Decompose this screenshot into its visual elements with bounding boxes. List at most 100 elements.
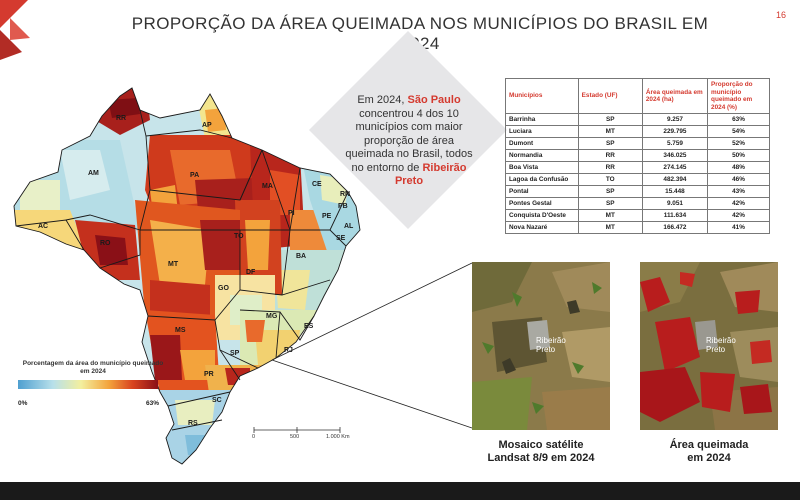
state-label: RN [340,191,350,198]
state-label: GO [218,285,229,292]
state-cell: SP [577,185,643,198]
table-row: Boa Vista RR 274.145 48% [505,161,770,174]
state-cell: MT [577,221,643,234]
state-label: DF [246,269,256,276]
scale-label-1000: 1.000 Km [326,434,350,440]
legend-max-label: 63% [146,400,160,407]
state-cell: MT [577,125,643,138]
burned-area-cell: 9.257 [641,113,709,126]
municipality-cell: Lagoa da Confusão [505,173,579,186]
municipality-cell: Normandia [505,149,579,162]
state-label: MA [262,183,273,190]
state-label: SE [336,235,346,242]
state-label: ES [304,323,314,330]
table-row: Pontal SP 15.448 43% [505,185,770,198]
table-row: Pontes Gestal SP 9.051 42% [505,197,770,210]
burned-area-cell: 111.634 [641,209,709,222]
municipalities-table: Municípios Estado (UF) Área queimada em … [505,78,770,234]
page-number: 16 [775,10,786,20]
burned-area-image: Ribeirão Preto [640,262,778,430]
callout-highlight-city: Ribeirão Preto [394,161,467,188]
state-cell: SP [577,113,643,126]
table-row: Normandia RR 346.025 50% [505,149,770,162]
proportion-cell: 42% [707,197,770,210]
table-row: Nova Nazaré MT 166.472 41% [505,221,770,234]
state-label: RR [116,115,126,122]
state-label: CE [312,181,322,188]
legend-min-label: 0% [18,400,28,407]
caption-burned-area: Área queimada em 2024 [669,439,749,464]
burned-area-cell: 229.795 [641,125,709,138]
satellite-mosaic-image: Ribeirão Preto [472,262,610,430]
proportion-cell: 54% [707,125,770,138]
state-cell: TO [577,173,643,186]
legend-title: Porcentagem da área do município queimad… [22,360,164,375]
col-header: Estado (UF) [577,78,643,114]
table-header-row: Municípios Estado (UF) Área queimada em … [505,78,770,114]
state-label: AL [344,223,354,230]
proportion-cell: 48% [707,161,770,174]
state-label: PE [322,213,332,220]
proportion-cell: 52% [707,137,770,150]
state-label: BA [296,253,306,260]
state-label: TO [234,233,244,240]
state-cell: RR [577,149,643,162]
caption-mosaic: Mosaico satélite Landsat 8/9 em 2024 [487,439,595,464]
state-label: MS [175,327,186,334]
state-label: SP [230,350,240,357]
state-cell: SP [577,137,643,150]
municipality-cell: Luciara [505,125,579,138]
legend-color-ramp [18,380,158,389]
state-cell: SP [577,197,643,210]
state-label: PI [288,210,295,217]
table-row: Luciara MT 229.795 54% [505,125,770,138]
state-label: MG [266,313,278,320]
proportion-cell: 43% [707,185,770,198]
callout-highlight-state: São Paulo [407,94,461,106]
state-label: RJ [284,347,293,354]
state-label: PR [204,371,214,378]
state-label: MT [168,261,179,268]
state-label: RS [188,420,198,427]
burned-area-cell: 9.051 [641,197,709,210]
municipality-cell: Pontes Gestal [505,197,579,210]
burned-area-cell: 346.025 [641,149,709,162]
scale-bar: 0 500 1.000 Km [250,425,360,445]
state-label: PB [338,203,348,210]
brand-logo [0,0,30,60]
state-label: AP [202,122,212,129]
municipality-cell: Conquista D'Oeste [505,209,579,222]
burned-area-cell: 482.394 [641,173,709,186]
state-cell: MT [577,209,643,222]
table-row: Barrinha SP 9.257 63% [505,113,770,126]
state-label: AM [88,170,99,177]
col-header: Proporção do município queimado em 2024 … [707,78,770,114]
state-label: PA [190,172,199,179]
proportion-cell: 41% [707,221,770,234]
state-label: SC [212,397,222,404]
map-legend: Porcentagem da área do município queimad… [18,360,168,407]
place-label: Ribeirão Preto [536,336,566,354]
bottom-bar [0,482,800,500]
col-header: Área queimada em 2024 (ha) [641,78,709,114]
proportion-cell: 46% [707,173,770,186]
municipality-cell: Dumont [505,137,579,150]
proportion-cell: 63% [707,113,770,126]
municipality-cell: Barrinha [505,113,579,126]
state-cell: RR [577,161,643,174]
state-label: RO [100,240,111,247]
proportion-cell: 42% [707,209,770,222]
municipality-cell: Nova Nazaré [505,221,579,234]
table-row: Conquista D'Oeste MT 111.634 42% [505,209,770,222]
municipality-cell: Pontal [505,185,579,198]
table-row: Lagoa da Confusão TO 482.394 46% [505,173,770,186]
scale-label-0: 0 [252,434,256,440]
burned-area-cell: 274.145 [641,161,709,174]
burned-area-cell: 15.448 [641,185,709,198]
table-row: Dumont SP 5.759 52% [505,137,770,150]
burned-area-cell: 5.759 [641,137,709,150]
municipality-cell: Boa Vista [505,161,579,174]
state-label: AC [38,223,48,230]
proportion-cell: 50% [707,149,770,162]
col-header: Municípios [505,78,579,114]
